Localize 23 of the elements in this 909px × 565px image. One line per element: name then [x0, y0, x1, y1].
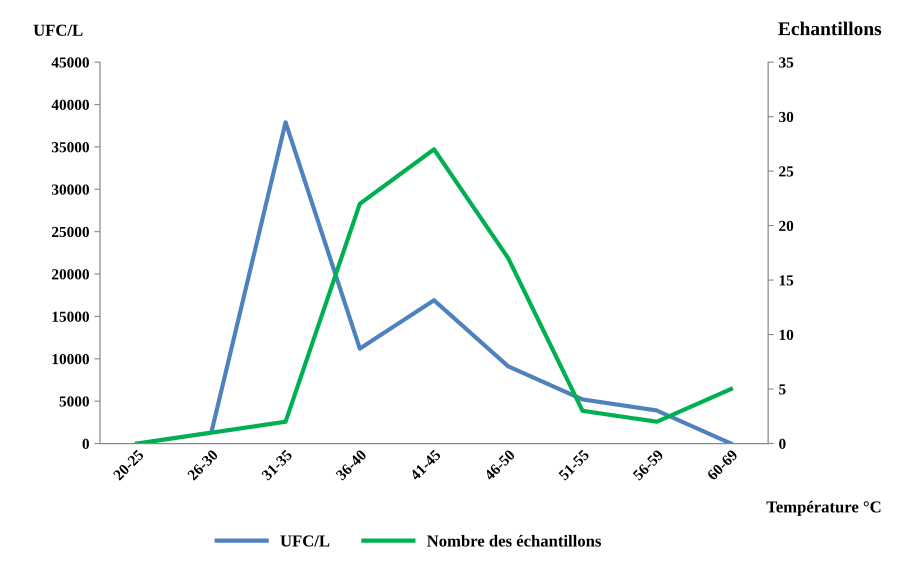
y2-tick-label: 20: [779, 220, 794, 232]
y2-tick-label: 30: [779, 112, 794, 122]
y-tick-label: 30000: [52, 184, 89, 195]
y-axis-title: UFC/L: [34, 24, 82, 36]
x-axis-title: Température °C: [766, 500, 880, 516]
y2-tick-label: 5: [779, 384, 786, 394]
y2-tick-label: 25: [779, 166, 794, 177]
y2-tick-label: 35: [779, 57, 794, 68]
y2-axis-title: Echantillons: [778, 22, 882, 36]
legend-label: UFC/L: [280, 535, 330, 547]
y2-tick-label: 10: [780, 330, 794, 340]
y-tick-label: 20000: [52, 269, 89, 280]
y-tick-label: 15000: [52, 312, 89, 322]
y-tick-label: 40000: [52, 100, 89, 110]
y-tick-label: 45000: [52, 57, 89, 68]
y-tick-label: 25000: [52, 226, 89, 238]
y2-tick-label: 0: [779, 438, 786, 449]
legend-label: Nombre des échantillons: [427, 534, 601, 547]
y-tick-label: 35000: [52, 142, 89, 152]
y-tick-label: 10000: [52, 354, 89, 364]
y-tick-label: 5000: [60, 396, 89, 407]
y2-tick-label: 15: [780, 275, 794, 286]
y-tick-label: 0: [82, 438, 89, 449]
